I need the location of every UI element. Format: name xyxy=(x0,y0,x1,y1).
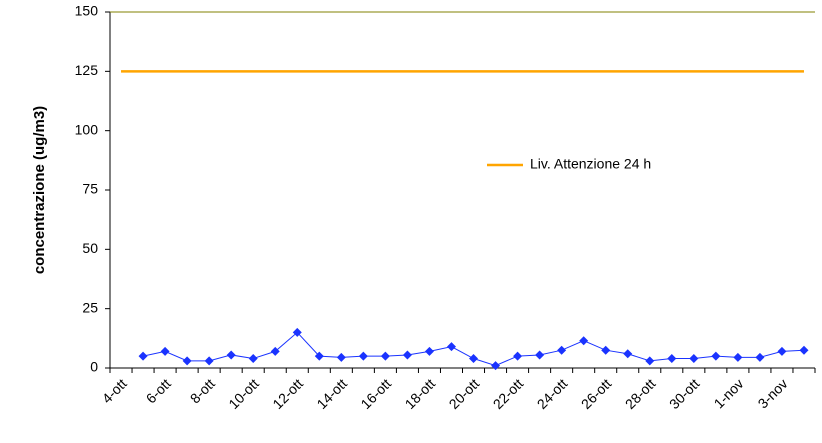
data-point xyxy=(226,350,236,360)
data-point xyxy=(160,346,170,356)
x-tick-label: 6-ott xyxy=(143,375,174,406)
x-tick-label: 28-ott xyxy=(622,375,659,412)
y-tick-label: 75 xyxy=(82,181,98,197)
y-tick-label: 25 xyxy=(82,299,98,315)
data-point xyxy=(799,345,809,355)
data-point xyxy=(424,346,434,356)
x-tick-label: 20-ott xyxy=(446,375,483,412)
x-tick-label: 26-ott xyxy=(578,375,615,412)
data-point xyxy=(248,354,258,364)
data-point xyxy=(755,352,765,362)
y-tick-label: 150 xyxy=(75,3,99,19)
data-point xyxy=(138,351,148,361)
x-tick-label: 24-ott xyxy=(534,375,571,412)
data-point xyxy=(777,346,787,356)
data-point xyxy=(535,350,545,360)
y-tick-label: 50 xyxy=(82,240,98,256)
y-tick-label: 125 xyxy=(75,62,99,78)
data-point xyxy=(491,361,501,371)
x-tick-label: 30-ott xyxy=(666,375,703,412)
data-point xyxy=(601,345,611,355)
data-point xyxy=(623,349,633,359)
x-tick-label: 8-ott xyxy=(187,375,218,406)
data-point xyxy=(733,352,743,362)
data-point xyxy=(380,351,390,361)
data-point xyxy=(402,350,412,360)
x-tick-label: 18-ott xyxy=(402,375,439,412)
data-point xyxy=(711,351,721,361)
data-point xyxy=(336,352,346,362)
data-point xyxy=(557,345,567,355)
x-tick-label: 14-ott xyxy=(313,375,350,412)
data-point xyxy=(292,327,302,337)
x-tick-label: 3-nov xyxy=(755,375,791,411)
legend-label: Liv. Attenzione 24 h xyxy=(530,156,651,172)
x-tick-label: 22-ott xyxy=(490,375,527,412)
data-point xyxy=(182,356,192,366)
data-point xyxy=(358,351,368,361)
x-tick-label: 4-ott xyxy=(99,375,130,406)
data-point xyxy=(314,351,324,361)
data-point xyxy=(270,346,280,356)
data-point xyxy=(689,354,699,364)
y-axis-label: concentrazione (ug/m3) xyxy=(31,106,48,274)
y-tick-label: 100 xyxy=(75,121,99,137)
data-point xyxy=(579,336,589,346)
data-point xyxy=(204,356,214,366)
x-tick-label: 1-nov xyxy=(711,375,747,411)
data-point xyxy=(645,356,655,366)
data-point xyxy=(469,354,479,364)
data-point xyxy=(513,351,523,361)
x-tick-label: 16-ott xyxy=(357,375,394,412)
data-point xyxy=(667,354,677,364)
x-tick-label: 10-ott xyxy=(225,375,262,412)
y-tick-label: 0 xyxy=(90,359,98,375)
data-point xyxy=(446,342,456,352)
x-tick-label: 12-ott xyxy=(269,375,306,412)
